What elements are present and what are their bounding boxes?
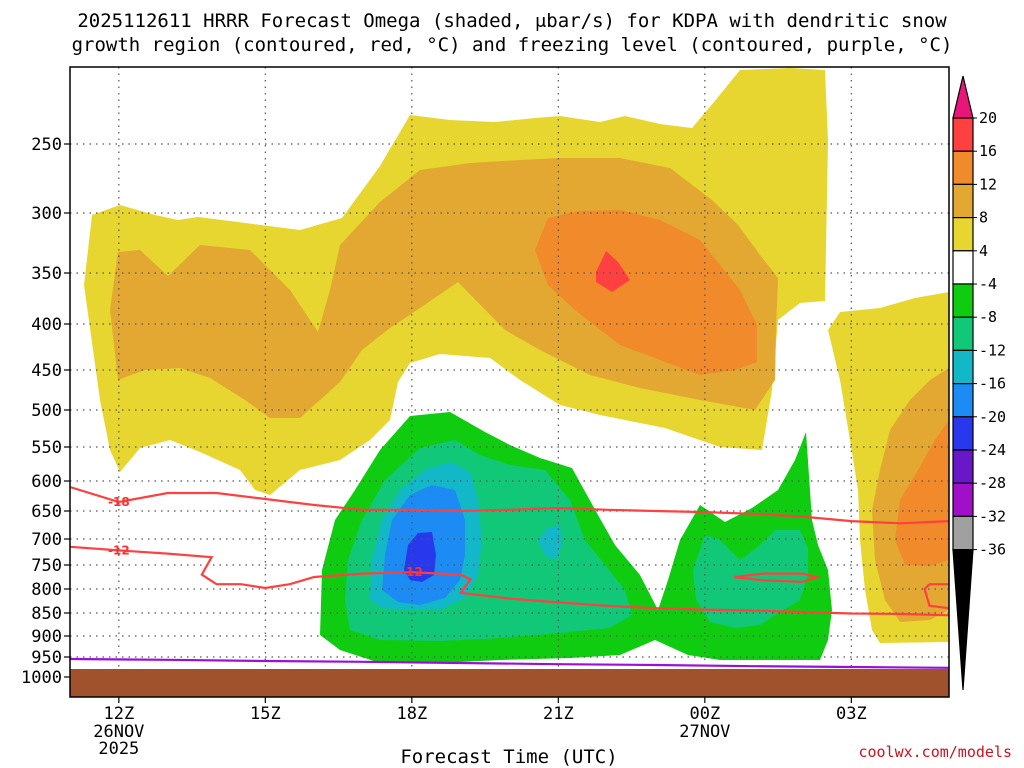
y-tick-label: 400 [31, 315, 62, 335]
colorbar-tick-label: -8 [979, 308, 997, 326]
x-tick-label: 00Z [689, 704, 720, 724]
x-tick-label: 18Z [396, 704, 427, 724]
contour-lines [70, 485, 949, 669]
y-tick-label: 450 [31, 361, 62, 381]
colorbar-segment [952, 482, 974, 518]
colorbar-segment [952, 117, 974, 152]
y-tick-label: 700 [31, 530, 62, 550]
omega-shading-positive [84, 68, 949, 643]
y-tick-label: 650 [31, 502, 62, 522]
shade-omega-12-16-right [895, 420, 949, 566]
x-tick-label: 21Z [543, 704, 574, 724]
y-tick-label: 900 [31, 627, 62, 647]
y-tick-label: 250 [31, 135, 62, 155]
colorbar-segment [952, 416, 974, 451]
colorbar-tick-label: -32 [979, 507, 1006, 525]
shade-omega-neg20-neg24 [404, 532, 436, 582]
colorbar-tick-label: -4 [979, 275, 997, 293]
colorbar-tick-label: 4 [979, 242, 988, 260]
colorbar-segment [952, 316, 974, 352]
y-axis: 250 300 350 400 450 500 550 600 650 700 750 800 850 9… [21, 135, 70, 688]
y-tick-label: 750 [31, 556, 62, 576]
colorbar-segment [952, 515, 974, 551]
colorbar-tick-label: -20 [979, 408, 1006, 426]
x-tick-label: 15Z [250, 704, 281, 724]
colorbar-segment [952, 283, 974, 318]
omega-shading-negative [320, 412, 832, 663]
contour-label: -12 [401, 565, 423, 579]
colorbar: 20 16 12 8 4 -4 -8 -12 -16 -20 -24 -28 -32 -36 [952, 75, 1006, 691]
x-tick-label: 03Z [836, 704, 867, 724]
contour-labels: -18 -12 -12 [108, 495, 423, 579]
x-tick-date: 27NOV [679, 722, 730, 742]
y-tick-label: 550 [31, 438, 62, 458]
contour-label: -18 [108, 495, 130, 509]
colorbar-tick-label: -12 [979, 341, 1006, 359]
colorbar-tick-label: 12 [979, 175, 997, 193]
contour-freezing-level-0-c [70, 657, 949, 669]
colorbar-segment [952, 383, 974, 418]
contour--18-c-isotherm [70, 485, 949, 525]
x-axis-label: Forecast Time (UTC) [400, 746, 617, 768]
y-tick-label: 350 [31, 264, 62, 284]
y-tick-label: 850 [31, 604, 62, 624]
contour--12-c-isotherm [70, 545, 949, 617]
y-tick-label: 600 [31, 472, 62, 492]
chart-title-line2: growth region (contoured, red, °C) and f… [72, 34, 953, 56]
colorbar-segment [952, 449, 974, 484]
colorbar-tick-label: -36 [979, 541, 1006, 559]
shade-omega-12-16 [535, 210, 757, 375]
colorbar-top-arrow [952, 75, 974, 119]
y-tick-label: 950 [31, 648, 62, 668]
colorbar-segment [952, 250, 974, 285]
shade-omega-16-20 [596, 251, 630, 292]
colorbar-segment [952, 183, 974, 219]
colorbar-tick-label: 20 [979, 109, 997, 127]
colorbar-bottom-arrow [952, 549, 974, 691]
contour-label: -12 [108, 543, 130, 557]
colorbar-tick-label: 16 [979, 142, 997, 160]
colorbar-tick-label: 8 [979, 209, 988, 227]
contour--12-c-isotherm-right-loop [923, 583, 949, 610]
y-tick-label: 1000 [21, 668, 62, 688]
colorbar-segment [952, 217, 974, 252]
plot-area [70, 67, 949, 697]
colorbar-segment [952, 349, 974, 385]
x-tick-year: 2025 [98, 739, 139, 759]
colorbar-tick-label: -28 [979, 474, 1006, 492]
colorbar-segment [952, 150, 974, 185]
y-tick-label: 500 [31, 401, 62, 421]
colorbar-tick-label: -24 [979, 441, 1006, 459]
contour--12-c-isotherm-inner-loop [733, 572, 822, 583]
credit-text: coolwx.com/models [858, 743, 1012, 761]
plot-frame [69, 66, 950, 698]
chart-title-line1: 2025112611 HRRR Forecast Omega (shaded, … [77, 10, 947, 32]
y-tick-label: 800 [31, 580, 62, 600]
colorbar-tick-label: -16 [979, 375, 1006, 393]
x-tick-label: 12Z [103, 704, 134, 724]
shade-omega-neg12-neg16-small [538, 525, 562, 560]
grid-lines [70, 67, 949, 697]
ground-surface [70, 669, 949, 697]
x-tick-date: 26NOV [93, 722, 144, 742]
y-tick-label: 300 [31, 204, 62, 224]
